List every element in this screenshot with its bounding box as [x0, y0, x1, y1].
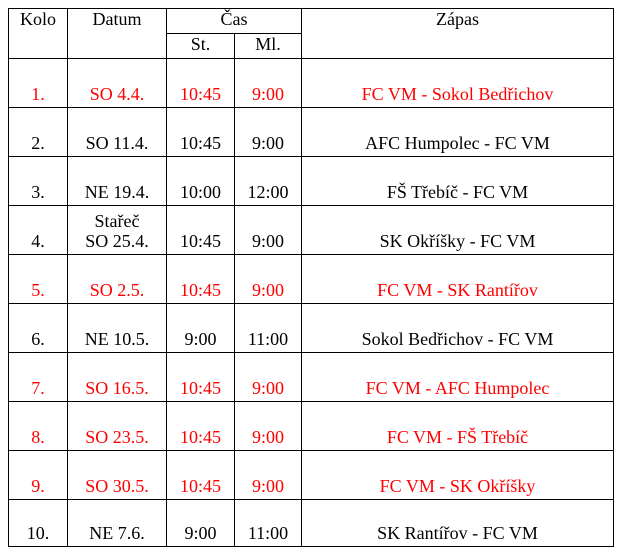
- table-row: 9. SO 30.5. 10:45 9:00 FC VM - SK Okříšky: [8, 450, 614, 500]
- match-cell: FC VM - SK Okříšky: [301, 450, 614, 500]
- st-time-cell: 10:45: [166, 401, 235, 451]
- venue-note: Stařeč: [94, 211, 140, 231]
- datum-cell: SO 30.5.: [67, 450, 167, 500]
- st-time-cell: 10:45: [166, 254, 235, 304]
- header-datum: Datum: [67, 8, 167, 59]
- match-cell: FC VM - SK Rantířov: [301, 254, 614, 304]
- datum-cell: SO 11.4.: [67, 107, 167, 157]
- ml-time-cell: 11:00: [234, 499, 302, 547]
- table-row: 4. Stařeč SO 25.4. 10:45 9:00 SK Okříšky - FC…: [8, 205, 614, 255]
- datum-cell: NE 10.5.: [67, 303, 167, 353]
- kolo-cell: 1.: [8, 58, 68, 108]
- kolo-cell: 2.: [8, 107, 68, 157]
- table-row: 10. NE 7.6. 9:00 11:00 SK Rantířov - FC VM: [8, 499, 614, 547]
- match-cell: FC VM - Sokol Bedřichov: [301, 58, 614, 108]
- datum-cell: SO 23.5.: [67, 401, 167, 451]
- kolo-cell: 8.: [8, 401, 68, 451]
- ml-time-cell: 9:00: [234, 58, 302, 108]
- datum-cell: Stařeč SO 25.4.: [67, 205, 167, 255]
- match-cell: AFC Humpolec - FC VM: [301, 107, 614, 157]
- ml-time-cell: 9:00: [234, 205, 302, 255]
- kolo-cell: 7.: [8, 352, 68, 402]
- st-time-cell: 9:00: [166, 303, 235, 353]
- kolo-cell: 4.: [8, 205, 68, 255]
- kolo-cell: 10.: [8, 499, 68, 547]
- header-cas: Čas: [166, 8, 302, 34]
- table-row: 2. SO 11.4. 10:45 9:00 AFC Humpolec - FC VM: [8, 107, 614, 157]
- datum-cell: SO 16.5.: [67, 352, 167, 402]
- ml-time-cell: 9:00: [234, 401, 302, 451]
- table-row: 8. SO 23.5. 10:45 9:00 FC VM - FŠ Třebíč: [8, 401, 614, 451]
- table-row: 1. SO 4.4. 10:45 9:00 FC VM - Sokol Bedřicho…: [8, 58, 614, 108]
- table-row: 3. NE 19.4. 10:00 12:00 FŠ Třebíč - FC VM: [8, 156, 614, 206]
- kolo-cell: 3.: [8, 156, 68, 206]
- table-row: 7. SO 16.5. 10:45 9:00 FC VM - AFC Humpolec: [8, 352, 614, 402]
- header-zapas: Zápas: [301, 8, 614, 59]
- header-st: St.: [166, 33, 235, 59]
- schedule-table: Kolo Datum Čas Zápas St. Ml. 1. SO 4.4. 10…: [8, 8, 614, 547]
- date: SO 25.4.: [85, 231, 149, 251]
- match-cell: FC VM - FŠ Třebíč: [301, 401, 614, 451]
- st-time-cell: 10:00: [166, 156, 235, 206]
- datum-cell: SO 4.4.: [67, 58, 167, 108]
- datum-cell: NE 19.4.: [67, 156, 167, 206]
- st-time-cell: 10:45: [166, 205, 235, 255]
- table-row: 5. SO 2.5. 10:45 9:00 FC VM - SK Rantířov: [8, 254, 614, 304]
- ml-time-cell: 11:00: [234, 303, 302, 353]
- ml-time-cell: 9:00: [234, 107, 302, 157]
- st-time-cell: 10:45: [166, 58, 235, 108]
- st-time-cell: 10:45: [166, 450, 235, 500]
- ml-time-cell: 9:00: [234, 352, 302, 402]
- st-time-cell: 10:45: [166, 107, 235, 157]
- match-cell: FC VM - AFC Humpolec: [301, 352, 614, 402]
- match-cell: SK Okříšky - FC VM: [301, 205, 614, 255]
- kolo-cell: 9.: [8, 450, 68, 500]
- ml-time-cell: 9:00: [234, 450, 302, 500]
- table-row: 6. NE 10.5. 9:00 11:00 Sokol Bedřichov - FC …: [8, 303, 614, 353]
- datum-cell: SO 2.5.: [67, 254, 167, 304]
- match-cell: SK Rantířov - FC VM: [301, 499, 614, 547]
- header-kolo: Kolo: [8, 8, 68, 59]
- match-cell: Sokol Bedřichov - FC VM: [301, 303, 614, 353]
- datum-cell: NE 7.6.: [67, 499, 167, 547]
- kolo-cell: 6.: [8, 303, 68, 353]
- st-time-cell: 9:00: [166, 499, 235, 547]
- kolo-cell: 5.: [8, 254, 68, 304]
- st-time-cell: 10:45: [166, 352, 235, 402]
- header-ml: Ml.: [234, 33, 302, 59]
- match-cell: FŠ Třebíč - FC VM: [301, 156, 614, 206]
- ml-time-cell: 12:00: [234, 156, 302, 206]
- ml-time-cell: 9:00: [234, 254, 302, 304]
